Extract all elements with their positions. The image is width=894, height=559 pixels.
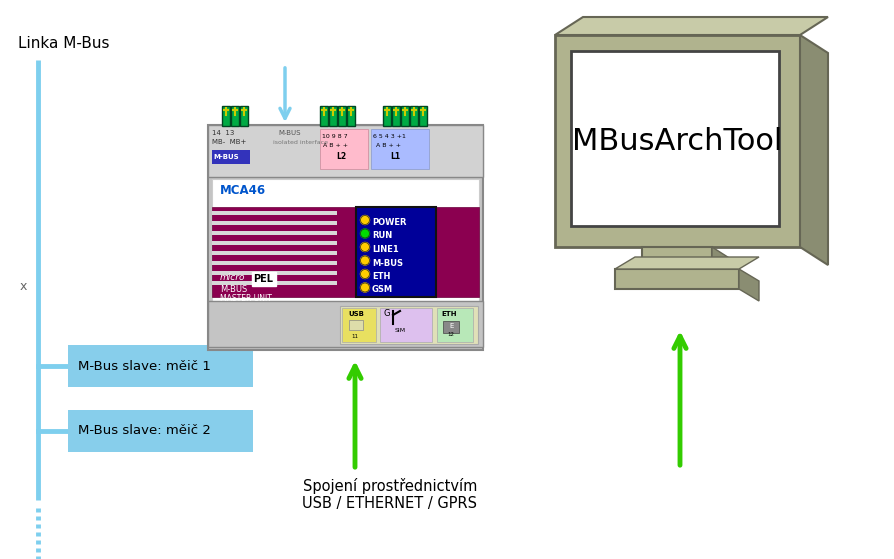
Circle shape (360, 256, 369, 265)
Polygon shape (320, 106, 328, 126)
Polygon shape (208, 301, 483, 347)
Text: A B + +: A B + + (323, 143, 348, 148)
Polygon shape (329, 106, 337, 126)
Text: E: E (449, 323, 453, 329)
Text: 10 9 8 7: 10 9 8 7 (322, 134, 348, 139)
Polygon shape (410, 106, 418, 126)
Polygon shape (212, 281, 337, 285)
Polygon shape (800, 35, 828, 265)
Text: MBusArchTool: MBusArchTool (572, 126, 782, 155)
Polygon shape (212, 261, 337, 265)
Polygon shape (338, 106, 346, 126)
Text: LINE1: LINE1 (372, 245, 399, 254)
Circle shape (360, 283, 369, 292)
Polygon shape (615, 269, 739, 289)
Text: M-Bus slave: měič 2: M-Bus slave: měič 2 (78, 424, 211, 438)
Polygon shape (68, 410, 253, 452)
Polygon shape (208, 125, 483, 177)
Text: MCA46: MCA46 (220, 184, 266, 197)
Text: USB: USB (348, 311, 364, 317)
Text: 12: 12 (447, 332, 454, 337)
Polygon shape (222, 106, 230, 126)
Text: 11: 11 (351, 334, 358, 339)
Polygon shape (212, 179, 479, 301)
Polygon shape (212, 251, 337, 255)
Text: M-BUS: M-BUS (220, 285, 248, 294)
Polygon shape (555, 35, 800, 247)
Polygon shape (349, 320, 363, 330)
Polygon shape (212, 221, 337, 225)
Polygon shape (615, 257, 759, 269)
Polygon shape (68, 345, 253, 387)
Polygon shape (212, 241, 337, 245)
Text: x: x (20, 280, 28, 293)
Circle shape (360, 269, 369, 278)
Text: ETH: ETH (441, 311, 457, 317)
Polygon shape (642, 247, 712, 269)
Text: L1: L1 (390, 152, 401, 161)
Text: 14  13: 14 13 (212, 130, 234, 136)
Polygon shape (571, 51, 779, 226)
Polygon shape (208, 125, 483, 350)
Polygon shape (212, 271, 337, 275)
Text: MB-  MB+: MB- MB+ (212, 139, 247, 145)
Text: SIM: SIM (395, 328, 406, 333)
Text: POWER: POWER (372, 218, 407, 227)
Polygon shape (437, 308, 473, 342)
Polygon shape (340, 306, 478, 344)
Polygon shape (320, 129, 368, 169)
Text: Linka M-Bus: Linka M-Bus (18, 36, 109, 51)
Text: L2: L2 (336, 152, 346, 161)
Polygon shape (342, 308, 376, 342)
Polygon shape (383, 106, 391, 126)
Text: M-BUS: M-BUS (278, 130, 300, 136)
Polygon shape (252, 272, 276, 286)
Text: PEL: PEL (253, 274, 273, 284)
Text: M-Bus slave: měič 1: M-Bus slave: měič 1 (78, 359, 211, 372)
Polygon shape (347, 106, 355, 126)
Polygon shape (212, 211, 337, 215)
Polygon shape (212, 207, 479, 297)
Polygon shape (443, 321, 459, 333)
Polygon shape (212, 231, 337, 235)
Polygon shape (371, 129, 429, 169)
Polygon shape (380, 308, 432, 342)
Text: M-BUS: M-BUS (372, 258, 403, 268)
Polygon shape (212, 150, 250, 164)
Polygon shape (555, 17, 828, 35)
Polygon shape (240, 106, 248, 126)
Polygon shape (739, 269, 759, 301)
Text: G: G (383, 309, 390, 318)
Text: M-BUS: M-BUS (213, 154, 239, 160)
Circle shape (360, 229, 369, 238)
Text: micro: micro (220, 273, 246, 282)
Text: isolated interface: isolated interface (273, 140, 328, 145)
Polygon shape (231, 106, 239, 126)
Polygon shape (419, 106, 427, 126)
Polygon shape (392, 106, 400, 126)
Text: ETH: ETH (372, 272, 391, 281)
Text: 6 5 4 3 +1: 6 5 4 3 +1 (373, 134, 406, 139)
Polygon shape (356, 207, 436, 297)
Text: Spojení prostřednictvím
USB / ETHERNET / GPRS: Spojení prostřednictvím USB / ETHERNET /… (302, 478, 477, 511)
Polygon shape (712, 247, 734, 283)
Text: MASTER UNIT: MASTER UNIT (220, 294, 272, 303)
Circle shape (360, 216, 369, 225)
Text: RUN: RUN (372, 231, 392, 240)
Polygon shape (401, 106, 409, 126)
Text: GSM: GSM (372, 286, 393, 295)
Text: A B + +: A B + + (376, 143, 401, 148)
Circle shape (360, 243, 369, 252)
